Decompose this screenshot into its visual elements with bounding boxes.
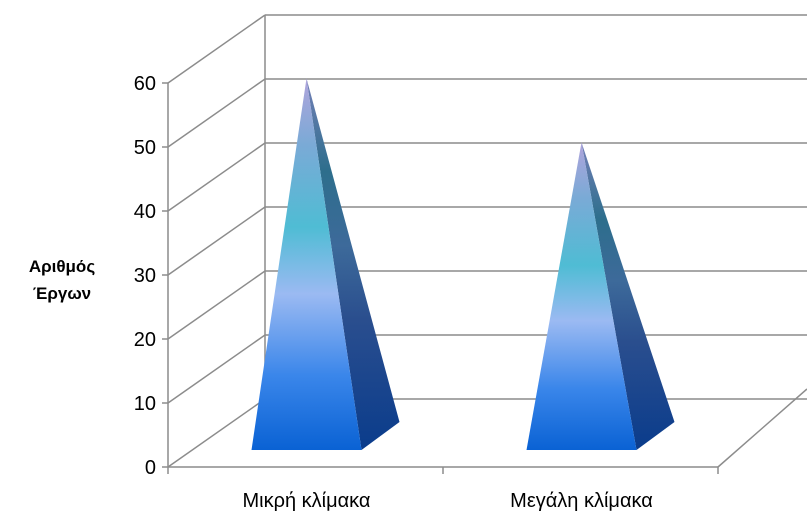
pyramid-side-face (306, 78, 400, 451)
pyramid-bar (251, 78, 400, 451)
pyramid-front-face (526, 142, 637, 450)
x-category-label: Μικρή κλίμακα (242, 490, 370, 512)
pyramid-front-face (251, 78, 362, 451)
y-tick-label: 60 (134, 73, 156, 95)
y-tick-label: 10 (134, 393, 156, 415)
y-tick-label: 20 (134, 329, 156, 351)
y-axis-label: Έργων (33, 284, 91, 303)
gridline-diagonal (167, 206, 266, 276)
pyramids (251, 78, 675, 451)
gridline-diagonal (167, 142, 266, 212)
y-tick-label: 30 (134, 265, 156, 287)
y-tick-label: 0 (145, 457, 156, 479)
y-tick-label: 50 (134, 137, 156, 159)
pyramid-bar (526, 142, 675, 450)
axes (162, 15, 807, 474)
y-axis-label: Αριθμός (29, 257, 95, 276)
gridline-diagonal (167, 270, 266, 340)
gridline-diagonal (167, 334, 266, 404)
labels: 0 10 20 30 40 50 60 Μικρή κλίμακα Μεγάλη κλίμακα… (29, 73, 653, 512)
x-category-label: Μεγάλη κλίμακα (510, 490, 653, 512)
y-tick-label: 40 (134, 201, 156, 223)
gridline-diagonal (167, 78, 266, 148)
floor-right-edge (717, 388, 807, 468)
gridline-diagonal (167, 14, 266, 84)
pyramid-side-face (581, 142, 675, 450)
gridline-diagonal (167, 398, 266, 468)
